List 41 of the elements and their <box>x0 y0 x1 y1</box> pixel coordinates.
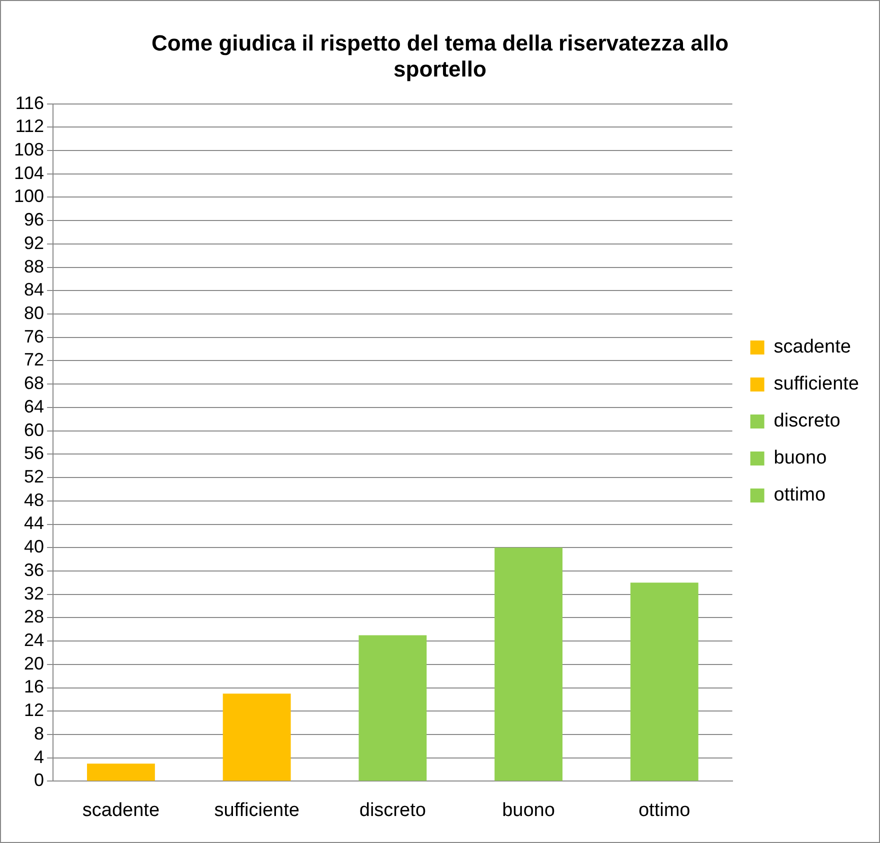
y-tick-label: 112 <box>15 116 44 136</box>
y-tick-label: 24 <box>24 630 44 650</box>
x-tick-label: sufficiente <box>214 800 300 821</box>
y-tick-label: 4 <box>34 746 44 767</box>
y-tick-label: 88 <box>24 256 44 276</box>
y-tick-label: 20 <box>24 653 44 674</box>
y-tick-label: 12 <box>24 700 44 720</box>
y-tick-label: 8 <box>34 723 44 744</box>
y-tick-label: 96 <box>24 210 44 230</box>
y-tick-label: 92 <box>24 232 44 253</box>
y-tick-label: 76 <box>24 326 44 346</box>
y-tick-label: 0 <box>34 770 44 790</box>
y-tick-label: 16 <box>24 676 44 697</box>
y-tick-label: 100 <box>14 186 44 206</box>
x-tick-label: buono <box>502 800 555 821</box>
x-tick-label: scadente <box>82 800 160 821</box>
y-tick-label: 72 <box>24 350 44 370</box>
y-tick-label: 104 <box>14 162 44 183</box>
y-tick-label: 32 <box>24 583 44 604</box>
x-tick-label: ottimo <box>638 800 690 821</box>
x-tick-label: discreto <box>359 800 426 821</box>
y-tick-label: 60 <box>24 420 44 440</box>
y-tick-label: 84 <box>24 280 44 300</box>
y-tick-label: 40 <box>24 536 44 557</box>
legend-label: ottimo <box>774 484 826 506</box>
y-tick-label: 44 <box>24 513 44 534</box>
legend-label: buono <box>774 448 827 469</box>
chart-title: Come giudica il rispetto del tema della riservatezza allo sportello <box>151 30 729 82</box>
y-tick-label: 116 <box>15 92 44 113</box>
y-tick-label: 36 <box>24 560 44 580</box>
y-tick-label: 80 <box>24 302 44 323</box>
y-tick-label: 56 <box>24 443 44 464</box>
legend-label: sufficiente <box>774 374 859 395</box>
legend-label: discreto <box>774 410 840 432</box>
legend-label: scadente <box>774 336 851 358</box>
y-tick-label: 48 <box>24 490 44 510</box>
y-tick-label: 108 <box>14 139 44 160</box>
y-tick-label: 68 <box>24 373 44 394</box>
y-tick-label: 28 <box>24 606 44 627</box>
y-tick-label: 64 <box>24 396 44 416</box>
y-tick-label: 52 <box>24 466 44 487</box>
